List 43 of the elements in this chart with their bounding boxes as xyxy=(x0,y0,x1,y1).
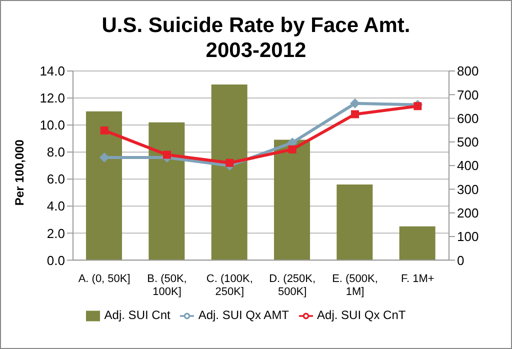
y2-tick-label: 800 xyxy=(457,64,479,79)
legend-label: Adj. SUI Qx CnT xyxy=(317,308,406,322)
y-tick-label: 10.0 xyxy=(40,118,65,133)
legend-label: Adj. SUI Cnt xyxy=(104,308,170,322)
x-tick-label: F. 1M+ xyxy=(401,273,434,286)
bar xyxy=(86,111,122,260)
point xyxy=(100,126,108,134)
bar xyxy=(148,122,185,260)
chart-subtitle: 2003-2012 xyxy=(204,38,308,63)
y-tick-label: 14.0 xyxy=(40,64,65,79)
point xyxy=(163,150,171,159)
y-tick-label: 0.0 xyxy=(46,252,65,268)
y-tick-label: 4.0 xyxy=(46,198,65,214)
x-tick-label: C. (100K, 250K] xyxy=(206,273,253,298)
x-tick-label: D. (250K, 500K] xyxy=(269,273,316,298)
bar xyxy=(211,84,248,260)
y-tick-label: 6.0 xyxy=(46,172,65,187)
point xyxy=(351,110,359,118)
x-tick-label: E. (500K, 1M] xyxy=(332,273,378,298)
bar xyxy=(336,184,373,260)
point xyxy=(226,158,234,167)
y2-tick-label: 100 xyxy=(457,229,479,244)
x-tick-label: A. (0, 50K] xyxy=(78,273,130,286)
x-tick-label: B. (50K, 100K] xyxy=(147,273,187,298)
y2-tick-label: 400 xyxy=(457,158,479,174)
point xyxy=(414,102,422,110)
bar xyxy=(274,140,310,260)
y2-tick-label: 600 xyxy=(457,110,479,126)
chart-title: U.S. Suicide Rate by Face Amt. xyxy=(100,13,412,38)
y2-tick-label: 300 xyxy=(457,182,479,197)
legend-label: Adj. SUI Qx AMT xyxy=(198,308,290,322)
y2-tick-label: 200 xyxy=(457,205,479,220)
y-tick-label: 8.0 xyxy=(46,144,65,160)
y2-tick-label: 0 xyxy=(457,252,464,268)
point xyxy=(99,152,110,162)
y2-tick-label: 500 xyxy=(457,134,479,150)
y-axis-title: Per 100,000 xyxy=(12,139,26,206)
y-tick-label: 12.0 xyxy=(40,90,65,106)
point xyxy=(350,98,360,108)
point xyxy=(288,145,296,154)
y2-tick-label: 700 xyxy=(457,87,479,102)
bar xyxy=(399,226,436,260)
y-tick-label: 2.0 xyxy=(46,226,65,241)
